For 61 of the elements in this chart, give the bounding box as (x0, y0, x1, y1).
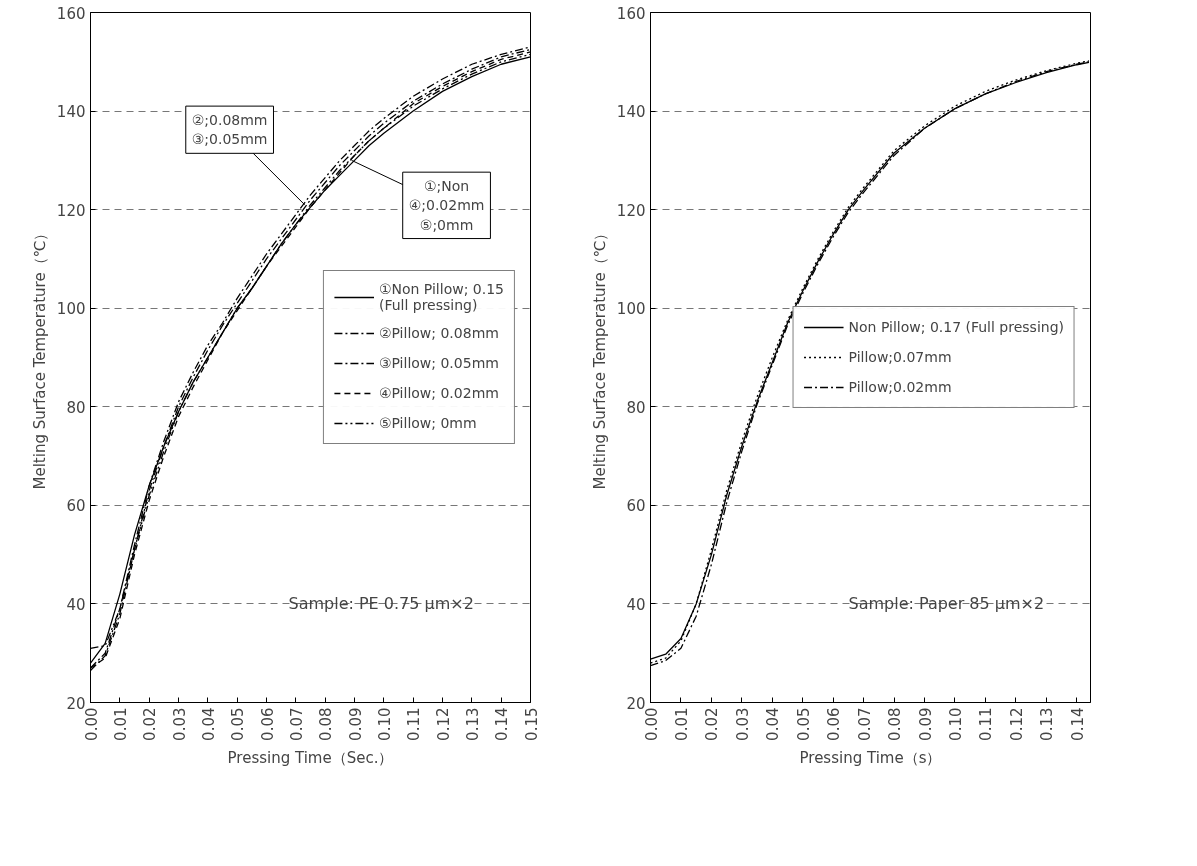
x-tick-label: 0.04 (764, 707, 783, 741)
x-tick-label: 0.06 (825, 707, 844, 741)
y-axis-title: Melting Surface Temperature（℃） (30, 225, 49, 490)
x-tick-label: 0.01 (111, 707, 130, 741)
annotation: ②;0.08mm ③;0.05mm (191, 112, 268, 148)
y-tick-label: 60 (66, 497, 86, 516)
x-tick-label: 0.05 (794, 707, 813, 741)
y-tick-label: 40 (626, 595, 646, 614)
x-tick-label: 0.14 (493, 707, 512, 741)
x-tick-label: 0.07 (287, 707, 306, 741)
x-tick-label: 0.13 (463, 707, 482, 741)
legend-label: Non Pillow; 0.17 (Full pressing) (848, 319, 1064, 335)
y-tick-label: 100 (616, 300, 646, 319)
legend-label: Pillow;0.02mm (848, 379, 952, 395)
x-tick-label: 0.11 (977, 707, 996, 741)
x-axis-title: Pressing Time（Sec.） (227, 748, 394, 767)
x-tick-label: 0.08 (317, 707, 336, 741)
y-tick-label: 140 (616, 103, 646, 122)
y-tick-label: 20 (626, 694, 646, 713)
legend-label: ②Pillow; 0.08mm (378, 325, 499, 341)
y-tick-label: 140 (56, 103, 86, 122)
legend-label: ①Non Pillow; 0.15 (Full pressing) (378, 281, 504, 313)
y-tick-label: 160 (616, 4, 646, 23)
y-tick-label: 120 (56, 201, 86, 220)
y-tick-label: 80 (626, 398, 646, 417)
x-tick-label: 0.03 (733, 707, 752, 741)
x-tick-label: 0.02 (703, 707, 722, 741)
legend-label: ③Pillow; 0.05mm (378, 355, 499, 371)
annotation: ①;Non ④;0.02mm ⑤;0mm (408, 178, 485, 233)
y-tick-label: 100 (56, 300, 86, 319)
y-tick-label: 160 (56, 4, 86, 23)
x-tick-label: 0.08 (886, 707, 905, 741)
x-tick-label: 0.11 (405, 707, 424, 741)
y-tick-label: 80 (66, 398, 86, 417)
y-tick-label: 40 (66, 595, 86, 614)
legend-label: ⑤Pillow; 0mm (378, 415, 477, 431)
x-tick-label: 0.05 (229, 707, 248, 741)
x-tick-label: 0.03 (170, 707, 189, 741)
x-tick-label: 0.10 (947, 707, 965, 741)
x-tick-label: 0.12 (434, 707, 453, 741)
x-tick-label: 0.10 (375, 707, 394, 741)
x-tick-label: 0.04 (199, 707, 218, 741)
x-tick-label: 0.02 (141, 707, 160, 741)
x-tick-label: 0.07 (855, 707, 874, 741)
x-tick-label: 0.15 (522, 707, 541, 741)
y-tick-label: 60 (626, 497, 646, 516)
y-axis-title: Melting Surface Temperature（℃） (590, 225, 609, 490)
x-tick-label: 0.06 (258, 707, 277, 741)
x-tick-label: 0.13 (1038, 707, 1057, 741)
x-tick-label: 0.14 (1068, 707, 1087, 741)
x-tick-label: 0.12 (1007, 707, 1026, 741)
x-tick-label: 0.09 (916, 707, 935, 741)
x-tick-label: 0.09 (346, 707, 365, 741)
legend-label: Pillow;0.07mm (848, 349, 952, 365)
y-tick-label: 120 (616, 201, 646, 220)
legend-label: ④Pillow; 0.02mm (378, 385, 499, 401)
x-tick-label: 0.01 (672, 707, 691, 741)
annotation: Sample: PE 0.75 μm×2 (288, 593, 474, 613)
annotation: Sample: Paper 85 μm×2 (848, 593, 1045, 613)
y-tick-label: 20 (66, 694, 86, 713)
x-axis-title: Pressing Time（s） (799, 748, 942, 767)
